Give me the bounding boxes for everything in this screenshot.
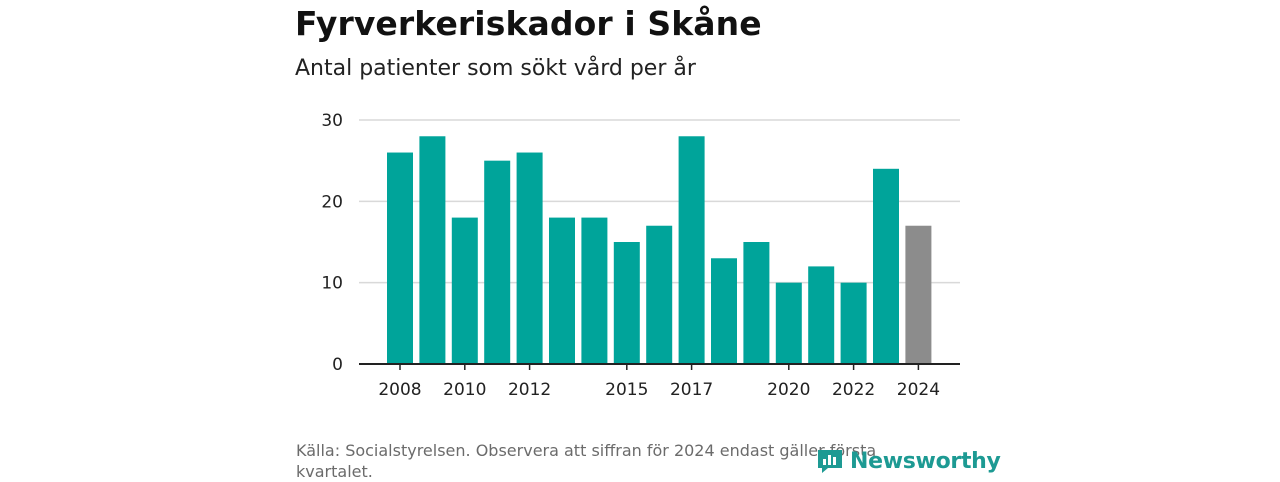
newsworthy-logo-icon: [815, 446, 845, 476]
x-tick-label: 2022: [832, 380, 875, 400]
x-tick-label: 2010: [443, 380, 486, 400]
x-tick-label: 2024: [897, 380, 940, 400]
y-axis-ticks: 0 10 20 30: [321, 111, 343, 375]
x-tick-label: 2017: [670, 380, 713, 400]
x-tick-label: 2008: [378, 380, 421, 400]
bar-2015: [613, 242, 640, 364]
bar-2011: [484, 160, 511, 364]
bar-2019: [743, 242, 770, 364]
x-tick-label: 2012: [508, 380, 551, 400]
chart-title: Fyrverkeriskador i Skåne: [295, 4, 762, 43]
bar-2014: [581, 217, 608, 364]
bar-2016: [646, 225, 673, 364]
y-tick-label: 20: [321, 192, 343, 212]
bar-2024: [905, 225, 932, 364]
bar-2022: [840, 282, 867, 364]
bar-chart: 0 10 20 30 2008 2010 2012 2015 2017 2020 2022 2024: [321, 111, 960, 400]
bar-2013: [549, 217, 575, 364]
y-tick-label: 30: [321, 111, 343, 131]
x-axis-ticks: 2008 2010 2012 2015 2017 2020 2022 2024: [378, 364, 940, 400]
source-note: Källa: Socialstyrelsen. Observera att si…: [296, 441, 877, 481]
bar-2018: [711, 258, 737, 364]
y-tick-label: 0: [332, 355, 343, 375]
bar-2023: [873, 168, 899, 364]
bars: [387, 136, 932, 364]
x-tick-label: 2020: [767, 380, 810, 400]
bar-2009: [419, 136, 446, 364]
x-tick-label: 2015: [605, 380, 648, 400]
bar-2012: [516, 152, 543, 364]
newsworthy-logo-text: Newsworthy: [850, 448, 1001, 474]
bar-2017: [678, 136, 705, 364]
newsworthy-logo: Newsworthy: [815, 446, 1001, 476]
bar-2021: [808, 266, 835, 364]
bar-2010: [451, 217, 478, 364]
y-tick-label: 10: [321, 274, 343, 294]
bar-2008: [387, 152, 413, 364]
chart-subtitle: Antal patienter som sökt vård per år: [295, 56, 696, 81]
bar-2020: [775, 282, 802, 364]
